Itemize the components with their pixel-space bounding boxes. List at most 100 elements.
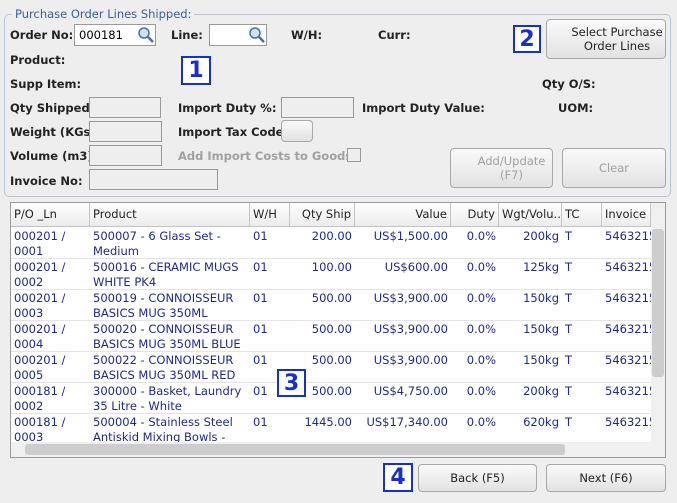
table-cell: 500007 - 6 Glass Set - Medium [90, 227, 250, 258]
table-cell: 01 [250, 289, 290, 320]
table-cell: 0.0% [451, 351, 499, 382]
table-cell: 500022 - CONNOISSEUR BASICS MUG 350ML RE… [90, 351, 250, 382]
table-cell: US$1,500.00 [355, 227, 451, 258]
label: Weight (KGs): [10, 125, 100, 139]
clear-button[interactable]: Clear [562, 148, 666, 188]
table-cell: US$17,340.00 [355, 413, 451, 444]
table-cell: 0.0% [451, 413, 499, 444]
table-cell: T [562, 289, 602, 320]
table-cell: 1445.00 [290, 413, 355, 444]
tax-code-search[interactable] [281, 120, 313, 142]
table-cell: 5463215 [602, 227, 651, 258]
horizontal-thumb[interactable] [25, 444, 565, 455]
label: Import Duty Value: [362, 101, 485, 115]
back-button[interactable]: Back (F5) [418, 464, 537, 492]
select-lines-button[interactable]: Select Purchase Order Lines [546, 19, 666, 59]
table-cell: 620kg [499, 413, 562, 444]
table-cell: 01 [250, 413, 290, 444]
table-cell: US$3,900.00 [355, 320, 451, 351]
label: W/H: [291, 28, 322, 42]
table-cell: T [562, 382, 602, 413]
table-cell: 200kg [499, 227, 562, 258]
table-cell: 150kg [499, 320, 562, 351]
callout: 4 [383, 463, 413, 492]
input[interactable] [281, 97, 354, 118]
next-button[interactable]: Next (F6) [546, 464, 666, 492]
group-title: Purchase Order Lines Shipped: [12, 7, 194, 21]
label: Qty Shipped: [10, 101, 94, 115]
search-icon[interactable] [248, 26, 266, 44]
column-header: Duty [451, 203, 499, 227]
table-cell: 0.0% [451, 382, 499, 413]
table-cell: 0.0% [451, 227, 499, 258]
table-cell: 125kg [499, 258, 562, 289]
table-cell: 000201 / 0004 [11, 320, 90, 351]
table-cell: 500004 - Stainless Steel Antiskid Mixing… [90, 413, 250, 444]
column-header: Invoice N [602, 203, 651, 227]
table-cell: 500.00 [290, 320, 355, 351]
column-header: Product [90, 203, 250, 227]
table-cell: 150kg [499, 351, 562, 382]
table-cell: 0.0% [451, 320, 499, 351]
table-cell: 500020 - CONNOISSEUR BASICS MUG 350ML BL… [90, 320, 250, 351]
table-cell: 5463215 [602, 320, 651, 351]
table-cell: 000201 / 0002 [11, 258, 90, 289]
add-update-button[interactable]: Add/Update (F7) [450, 148, 553, 188]
table-cell: US$600.00 [355, 258, 451, 289]
table-cell: 150kg [499, 289, 562, 320]
table-cell: 500.00 [290, 289, 355, 320]
label: Supp Item: [10, 77, 81, 91]
input[interactable] [89, 97, 161, 118]
checkbox[interactable] [347, 148, 361, 162]
table-cell: 000201 / 0005 [11, 351, 90, 382]
column-header: P/O _Ln [11, 203, 90, 227]
table-cell: 000181 / 0003 [11, 413, 90, 444]
label: Volume (m3): [10, 149, 97, 163]
table-cell: 5463215 [602, 351, 651, 382]
table-cell: 5463215 [602, 382, 651, 413]
label: Invoice No: [10, 174, 83, 188]
table-cell: 500019 - CONNOISSEUR BASICS MUG 350ML BL… [90, 289, 250, 320]
label: Import Duty %: [178, 101, 276, 115]
search-icon[interactable] [137, 26, 155, 44]
input[interactable] [89, 121, 162, 142]
table-cell: T [562, 351, 602, 382]
table-cell: US$3,900.00 [355, 289, 451, 320]
column-header: W/H [250, 203, 290, 227]
table-cell: 000181 / 0002 [11, 382, 90, 413]
table-cell: 100.00 [290, 258, 355, 289]
label: Qty O/S: [542, 77, 596, 91]
callout: 3 [277, 369, 306, 397]
label: Product: [10, 53, 65, 67]
column-header: Value [355, 203, 451, 227]
label: Add Import Costs to Goods: [178, 149, 357, 163]
column-header: TC [562, 203, 602, 227]
table-cell: 300000 - Basket, Laundry 35 Litre - Whit… [90, 382, 250, 413]
column-header: Qty Ship [290, 203, 355, 227]
table-cell: 5463215 [602, 413, 651, 444]
table-cell: T [562, 413, 602, 444]
label: Order No: [10, 28, 73, 42]
callout: 1 [181, 56, 211, 85]
table-cell: 200kg [499, 382, 562, 413]
table-cell: 5463215 [602, 289, 651, 320]
table-cell: 0.0% [451, 258, 499, 289]
table-cell: US$4,750.00 [355, 382, 451, 413]
label: UOM: [558, 101, 593, 115]
table-cell: 000201 / 0001 [11, 227, 90, 258]
input[interactable] [89, 145, 162, 166]
vertical-thumb[interactable] [652, 229, 664, 377]
table-cell: US$3,900.00 [355, 351, 451, 382]
label: Line: [171, 28, 203, 42]
table-cell: 500016 - CERAMIC MUGS WHITE PK4 [90, 258, 250, 289]
table-cell: 01 [250, 227, 290, 258]
table-cell: T [562, 227, 602, 258]
table-cell: 01 [250, 320, 290, 351]
table-cell: 000201 / 0003 [11, 289, 90, 320]
table-cell: 5463215 [602, 258, 651, 289]
label: Import Tax Code: [178, 125, 288, 139]
table-cell: T [562, 320, 602, 351]
input[interactable] [89, 169, 218, 190]
column-header: Wgt/Volu... [499, 203, 562, 227]
